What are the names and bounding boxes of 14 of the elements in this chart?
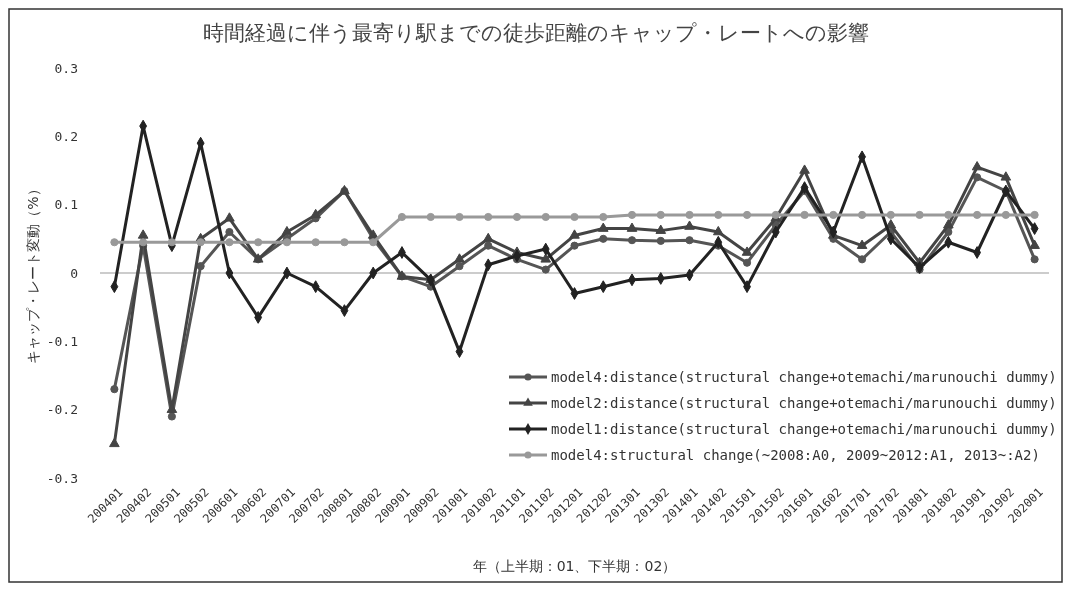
y-tick-label: -0.2	[46, 402, 78, 418]
y-tick-label: 0	[70, 265, 78, 281]
legend-label: model1:distance(structural change+otemachi/marunouchi dummy)	[551, 420, 1057, 437]
legend-label: model4:distance(structural change+otemachi/marunouchi dummy)	[551, 368, 1057, 385]
chart-title: 時間経過に伴う最寄り駅までの徒歩距離のキャップ・レートへの影響	[202, 21, 869, 45]
y-tick-label: 0.1	[54, 197, 78, 213]
legend-label: model2:distance(structural change+otemachi/marunouchi dummy)	[551, 394, 1057, 411]
y-tick-label: 0.2	[54, 128, 78, 144]
y-tick-label: -0.1	[46, 333, 78, 349]
y-tick-label: -0.3	[46, 470, 78, 486]
legend-label: model4:structural change(~2008:A0, 2009~2012:A1, 2013~:A2)	[551, 446, 1040, 463]
y-tick-label: 0.3	[54, 60, 78, 76]
y-axis-title: キャップ・レート変動（%）	[25, 182, 41, 364]
x-axis-title: 年（上半期：01、下半期：02）	[472, 558, 677, 574]
